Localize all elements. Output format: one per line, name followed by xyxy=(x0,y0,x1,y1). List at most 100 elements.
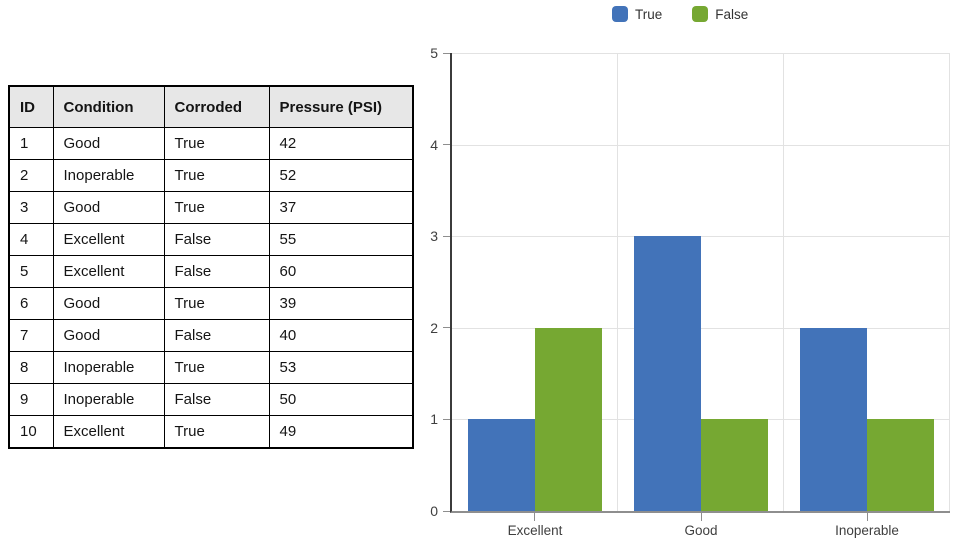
table-row: 8 Inoperable True 53 xyxy=(8,351,414,384)
grouped-bar-chart: True False 0 1 2 3 4 5 Excellent Good Inoperable xyxy=(420,0,967,540)
legend-item-true: True xyxy=(612,6,662,22)
table-cell: Good xyxy=(52,287,165,320)
table-cell: Inoperable xyxy=(52,383,165,416)
gridline-vertical xyxy=(949,53,950,511)
y-axis-label: 4 xyxy=(430,136,438,153)
table-row: 7 Good False 40 xyxy=(8,319,414,352)
pipes-table: ID Condition Corroded Pressure (PSI) 1 Go… xyxy=(8,85,414,449)
gridline-vertical xyxy=(616,53,618,511)
column-header-pressure: Pressure (PSI) xyxy=(268,85,414,128)
table-cell: 3 xyxy=(8,191,54,224)
table-row: 5 Excellent False 60 xyxy=(8,255,414,288)
table-cell: 1 xyxy=(8,127,54,160)
plot-area: 0 1 2 3 4 5 Excellent Good Inoperable xyxy=(430,45,950,538)
bar-group-excellent xyxy=(452,53,618,511)
table-header-row: ID Condition Corroded Pressure (PSI) xyxy=(8,85,414,128)
table-row: 9 Inoperable False 50 xyxy=(8,383,414,416)
y-axis-tick xyxy=(443,418,450,420)
column-header-corroded: Corroded xyxy=(163,85,270,128)
table-cell: Inoperable xyxy=(52,159,165,192)
table-cell: 40 xyxy=(268,319,414,352)
table-cell: 37 xyxy=(268,191,414,224)
table-cell: True xyxy=(163,287,270,320)
gridline-vertical xyxy=(782,53,784,511)
table-row: 10 Excellent True 49 xyxy=(8,415,414,449)
x-axis-label: Inoperable xyxy=(835,523,899,538)
y-axis-label: 3 xyxy=(430,228,438,245)
table-row: 6 Good True 39 xyxy=(8,287,414,320)
table-cell: 49 xyxy=(268,415,414,449)
x-axis-tick xyxy=(866,513,868,521)
column-header-id: ID xyxy=(8,85,54,128)
legend-label: True xyxy=(635,6,663,22)
table-cell: Good xyxy=(52,319,165,352)
table-row: 3 Good True 37 xyxy=(8,191,414,224)
table-cell: 4 xyxy=(8,223,54,256)
table-cell: Excellent xyxy=(52,415,165,449)
y-axis-label: 5 xyxy=(430,45,438,61)
table-cell: Inoperable xyxy=(52,351,165,384)
table-cell: 5 xyxy=(8,255,54,288)
table-cell: False xyxy=(163,383,270,416)
table-cell: 50 xyxy=(268,383,414,416)
table-cell: Good xyxy=(52,191,165,224)
gridline-horizontal xyxy=(452,327,950,329)
table-cell: False xyxy=(163,223,270,256)
table-cell: Excellent xyxy=(52,255,165,288)
gridline-horizontal xyxy=(452,53,950,54)
x-axis-tick xyxy=(534,513,536,521)
legend-swatch-icon xyxy=(612,6,628,22)
table-cell: True xyxy=(163,351,270,384)
table-cell: 53 xyxy=(268,351,414,384)
x-axis-label: Good xyxy=(684,523,718,538)
y-axis-tick xyxy=(443,144,450,146)
table-cell: 55 xyxy=(268,223,414,256)
gridline-horizontal xyxy=(452,144,950,146)
chart-legend: True False xyxy=(612,6,748,22)
legend-swatch-icon xyxy=(692,6,709,22)
table-cell: 9 xyxy=(8,383,54,416)
table-cell: 39 xyxy=(268,287,414,320)
gridline-horizontal xyxy=(452,236,950,238)
bar-good-true xyxy=(634,236,701,511)
y-axis-tick xyxy=(443,235,450,237)
table-row: 2 Inoperable True 52 xyxy=(8,159,414,192)
legend-item-false: False xyxy=(692,6,748,22)
table-row: 4 Excellent False 55 xyxy=(8,223,414,256)
table-cell: 7 xyxy=(8,319,54,352)
table-cell: True xyxy=(163,415,270,449)
table-cell: 52 xyxy=(268,159,414,192)
y-axis-label: 0 xyxy=(430,503,438,519)
bar-good-false xyxy=(701,419,768,511)
y-axis-label: 2 xyxy=(430,319,438,336)
table-cell: 8 xyxy=(8,351,54,384)
table-cell: 60 xyxy=(268,255,414,288)
table-cell: 2 xyxy=(8,159,54,192)
table-cell: True xyxy=(163,127,270,160)
y-axis-tick xyxy=(443,510,450,512)
table-cell: False xyxy=(163,319,270,352)
x-axis-label: Excellent xyxy=(507,523,563,538)
bar-group-good xyxy=(618,53,784,511)
legend-label: False xyxy=(715,6,749,22)
x-axis-tick xyxy=(700,513,702,521)
table-cell: True xyxy=(163,191,270,224)
y-axis-tick xyxy=(443,52,450,54)
y-axis-tick xyxy=(443,327,450,329)
table-cell: False xyxy=(163,255,270,288)
table-row: 1 Good True 42 xyxy=(8,127,414,160)
table-header: ID Condition Corroded Pressure (PSI) xyxy=(8,85,414,128)
y-axis-label: 1 xyxy=(430,411,438,428)
table-cell: True xyxy=(163,159,270,192)
bar-inoperable-true xyxy=(800,327,867,511)
table-cell: 42 xyxy=(268,127,414,160)
bar-group-inoperable xyxy=(784,53,950,511)
table-body: 1 Good True 42 2 Inoperable True 52 3 Good True 37 4… xyxy=(8,127,414,449)
table-cell: 10 xyxy=(8,415,54,449)
bar-inoperable-false xyxy=(867,419,934,511)
table-cell: Excellent xyxy=(52,223,165,256)
table-cell: 6 xyxy=(8,287,54,320)
column-header-condition: Condition xyxy=(52,85,165,128)
table-cell: Good xyxy=(52,127,165,160)
